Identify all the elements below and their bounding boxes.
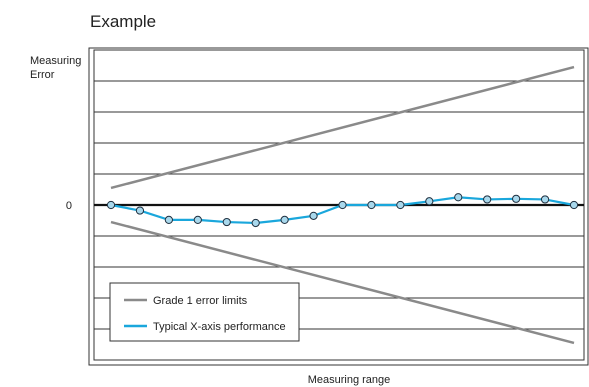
performance-series <box>106 193 579 228</box>
y-axis-label-line-1: Measuring <box>30 55 81 67</box>
legend-box <box>109 282 300 342</box>
plot-frame-outer <box>88 47 589 366</box>
performance-point <box>512 194 521 203</box>
performance-point <box>569 200 579 210</box>
performance-point <box>280 215 289 224</box>
legend-label-grade-1: Grade 1 error limits <box>153 295 248 307</box>
performance-point <box>396 200 405 210</box>
performance-point <box>106 200 116 210</box>
performance-point <box>425 197 434 206</box>
performance-point <box>454 193 463 202</box>
performance-point <box>164 215 173 224</box>
y-axis-label-line-2: Error <box>30 69 55 81</box>
upper-error-limit-line <box>110 65 575 190</box>
x-axis-label: Measuring range <box>308 374 391 386</box>
legend: Grade 1 error limits Typical X-axis perf… <box>109 282 300 342</box>
chart-title: Example <box>90 12 156 31</box>
performance-point <box>135 206 145 215</box>
y-tick-label-zero: 0 <box>66 200 72 212</box>
performance-point <box>483 195 492 204</box>
performance-point <box>193 215 202 224</box>
performance-point <box>222 217 231 227</box>
error-limit-lines <box>110 65 575 345</box>
performance-point <box>309 211 318 220</box>
grid-lines <box>94 80 584 330</box>
performance-point <box>338 200 347 210</box>
performance-point <box>540 195 550 204</box>
performance-point <box>367 200 376 210</box>
lower-error-limit-line <box>110 220 575 345</box>
performance-point <box>251 218 260 228</box>
legend-label-x-axis: Typical X-axis performance <box>153 321 286 333</box>
